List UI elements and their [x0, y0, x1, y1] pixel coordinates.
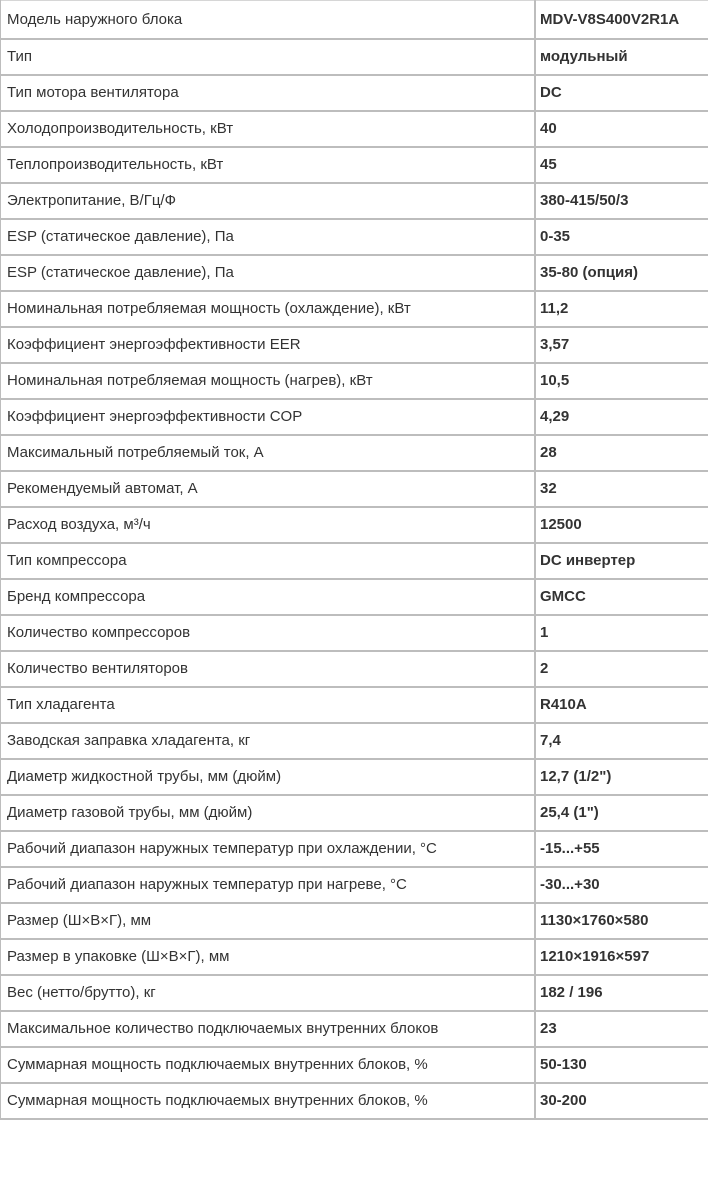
param-value-cell: 23 [535, 1010, 708, 1048]
table-row: Размер в упаковке (Ш×В×Г), мм 1210×1916×5… [0, 938, 708, 976]
table-row: Тип модульный [0, 38, 708, 76]
param-name-cell: Диаметр жидкостной трубы, мм (дюйм) [0, 758, 536, 796]
param-value-cell: 10,5 [535, 362, 708, 400]
param-value-cell: 45 [535, 146, 708, 184]
table-row: Холодопроизводительность, кВт 40 [0, 110, 708, 148]
param-value-cell: 1210×1916×597 [535, 938, 708, 976]
table-row: Суммарная мощность подключаемых внутренн… [0, 1082, 708, 1120]
table-row: Рекомендуемый автомат, А 32 [0, 470, 708, 508]
table-row: Модель наружного блока MDV-V8S400V2R1A [0, 0, 708, 40]
param-value-cell: 1 [535, 614, 708, 652]
param-value-cell: 25,4 (1") [535, 794, 708, 832]
param-value-cell: DC [535, 74, 708, 112]
param-value-cell: 11,2 [535, 290, 708, 328]
param-name-cell: Тип хладагента [0, 686, 536, 724]
table-row: Теплопроизводительность, кВт 45 [0, 146, 708, 184]
param-value-cell: 40 [535, 110, 708, 148]
table-row: Максимальное количество подключаемых вну… [0, 1010, 708, 1048]
param-name-cell: Бренд компрессора [0, 578, 536, 616]
table-row: Номинальная потребляемая мощность (охлаж… [0, 290, 708, 328]
param-value-cell: модульный [535, 38, 708, 76]
param-name-cell: Максимальное количество подключаемых вну… [0, 1010, 536, 1048]
table-row: ESP (статическое давление), Па 35-80 (опц… [0, 254, 708, 292]
param-value-cell: GMCC [535, 578, 708, 616]
table-row: Количество компрессоров 1 [0, 614, 708, 652]
table-row: Диаметр газовой трубы, мм (дюйм) 25,4 (1"… [0, 794, 708, 832]
param-value-cell: 3,57 [535, 326, 708, 364]
table-row: Тип хладагента R410A [0, 686, 708, 724]
param-value-cell: 12,7 (1/2") [535, 758, 708, 796]
param-name-cell: Количество вентиляторов [0, 650, 536, 688]
table-row: Рабочий диапазон наружных температур при… [0, 866, 708, 904]
param-value-cell: 1130×1760×580 [535, 902, 708, 940]
param-value-cell: 2 [535, 650, 708, 688]
param-value-cell: 7,4 [535, 722, 708, 760]
param-name-cell: Размер (Ш×В×Г), мм [0, 902, 536, 940]
param-value-cell: MDV-V8S400V2R1A [535, 0, 708, 40]
param-value-cell: 182 / 196 [535, 974, 708, 1012]
table-row: Максимальный потребляемый ток, А 28 [0, 434, 708, 472]
table-row: Вес (нетто/брутто), кг 182 / 196 [0, 974, 708, 1012]
param-value-cell: DC инвертер [535, 542, 708, 580]
table-row: Тип мотора вентилятора DC [0, 74, 708, 112]
param-name-cell: Тип [0, 38, 536, 76]
param-value-cell: 12500 [535, 506, 708, 544]
param-name-cell: ESP (статическое давление), Па [0, 218, 536, 256]
spec-table-body: Модель наружного блока MDV-V8S400V2R1A Тип… [0, 0, 708, 1120]
param-name-cell: Номинальная потребляемая мощность (нагре… [0, 362, 536, 400]
param-value-cell: 28 [535, 434, 708, 472]
param-name-cell: ESP (статическое давление), Па [0, 254, 536, 292]
table-row: ESP (статическое давление), Па 0-35 [0, 218, 708, 256]
param-name-cell: Расход воздуха, м³/ч [0, 506, 536, 544]
table-row: Электропитание, В/Гц/Ф 380-415/50/3 [0, 182, 708, 220]
param-value-cell: 30-200 [535, 1082, 708, 1120]
param-name-cell: Коэффициент энергоэффективности EER [0, 326, 536, 364]
param-name-cell: Номинальная потребляемая мощность (охлаж… [0, 290, 536, 328]
param-value-cell: -15...+55 [535, 830, 708, 868]
param-name-cell: Коэффициент энергоэффективности COP [0, 398, 536, 436]
param-name-cell: Суммарная мощность подключаемых внутренн… [0, 1046, 536, 1084]
param-value-cell: R410A [535, 686, 708, 724]
param-value-cell: -30...+30 [535, 866, 708, 904]
param-name-cell: Модель наружного блока [0, 0, 536, 40]
param-value-cell: 32 [535, 470, 708, 508]
table-row: Диаметр жидкостной трубы, мм (дюйм) 12,7 … [0, 758, 708, 796]
param-name-cell: Теплопроизводительность, кВт [0, 146, 536, 184]
param-name-cell: Размер в упаковке (Ш×В×Г), мм [0, 938, 536, 976]
param-name-cell: Вес (нетто/брутто), кг [0, 974, 536, 1012]
spec-table: Модель наружного блока MDV-V8S400V2R1A Тип… [0, 0, 708, 1120]
param-name-cell: Рекомендуемый автомат, А [0, 470, 536, 508]
param-value-cell: 0-35 [535, 218, 708, 256]
param-name-cell: Диаметр газовой трубы, мм (дюйм) [0, 794, 536, 832]
param-name-cell: Холодопроизводительность, кВт [0, 110, 536, 148]
param-value-cell: 380-415/50/3 [535, 182, 708, 220]
table-row: Суммарная мощность подключаемых внутренн… [0, 1046, 708, 1084]
param-value-cell: 4,29 [535, 398, 708, 436]
table-row: Заводская заправка хладагента, кг 7,4 [0, 722, 708, 760]
param-value-cell: 50-130 [535, 1046, 708, 1084]
param-name-cell: Электропитание, В/Гц/Ф [0, 182, 536, 220]
table-row: Количество вентиляторов 2 [0, 650, 708, 688]
table-row: Размер (Ш×В×Г), мм 1130×1760×580 [0, 902, 708, 940]
param-name-cell: Заводская заправка хладагента, кг [0, 722, 536, 760]
table-row: Расход воздуха, м³/ч 12500 [0, 506, 708, 544]
param-name-cell: Максимальный потребляемый ток, А [0, 434, 536, 472]
param-name-cell: Рабочий диапазон наружных температур при… [0, 866, 536, 904]
param-name-cell: Количество компрессоров [0, 614, 536, 652]
table-row: Коэффициент энергоэффективности EER 3,57 [0, 326, 708, 364]
table-row: Коэффициент энергоэффективности COP 4,29 [0, 398, 708, 436]
param-name-cell: Тип компрессора [0, 542, 536, 580]
table-row: Номинальная потребляемая мощность (нагре… [0, 362, 708, 400]
param-name-cell: Рабочий диапазон наружных температур при… [0, 830, 536, 868]
param-value-cell: 35-80 (опция) [535, 254, 708, 292]
param-name-cell: Суммарная мощность подключаемых внутренн… [0, 1082, 536, 1120]
table-row: Бренд компрессора GMCC [0, 578, 708, 616]
table-row: Рабочий диапазон наружных температур при… [0, 830, 708, 868]
param-name-cell: Тип мотора вентилятора [0, 74, 536, 112]
table-row: Тип компрессора DC инвертер [0, 542, 708, 580]
